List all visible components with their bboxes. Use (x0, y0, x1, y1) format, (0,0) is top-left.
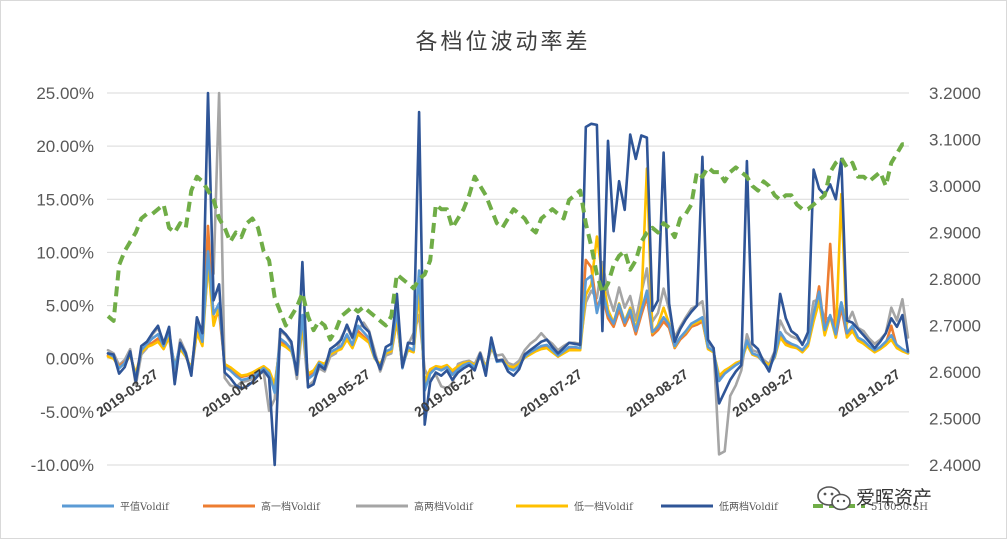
legend-label[interactable]: 低两档Voldif (719, 500, 779, 513)
left-tick-label: 25.00% (36, 84, 94, 103)
legend-label[interactable]: 低一档Voldif (574, 500, 634, 513)
series-lines (106, 91, 910, 467)
right-tick-label: 3.0000 (929, 177, 981, 196)
left-tick-label: 0.00% (46, 350, 94, 369)
right-tick-label: 2.7000 (929, 317, 981, 336)
right-axis: 3.2000 3.1000 3.0000 2.9000 2.8000 2.7000 2.60… (929, 84, 981, 475)
right-tick-label: 3.1000 (929, 131, 981, 150)
left-axis: 25.00% 20.00% 15.00% 10.00% 5.00% 0.00% -5.00%… (31, 84, 94, 475)
right-tick-label: 2.5000 (929, 410, 981, 429)
left-tick-label: -10.00% (31, 456, 94, 475)
left-tick-label: 5.00% (46, 297, 94, 316)
right-tick-label: 3.2000 (929, 84, 981, 103)
series-line-4 (106, 91, 910, 467)
legend-label[interactable]: 高两档Voldif (414, 500, 474, 513)
chart-title: 各档位波动率差 (415, 30, 590, 55)
legend-label[interactable]: 高一档Voldif (261, 500, 321, 513)
series-line-5 (106, 142, 908, 342)
legend-label[interactable]: 平值Voldif (120, 500, 170, 513)
right-tick-label: 2.9000 (929, 224, 981, 243)
watermark-label: 爱晖资产 (856, 487, 932, 509)
watermark: 爱晖资产 (817, 486, 932, 511)
right-tick-label: 2.4000 (929, 456, 981, 475)
left-tick-label: 10.00% (36, 243, 94, 262)
right-tick-label: 2.6000 (929, 363, 981, 382)
left-tick-label: 15.00% (36, 190, 94, 209)
right-tick-label: 2.8000 (929, 270, 981, 289)
left-tick-label: 20.00% (36, 137, 94, 156)
wechat-icon (817, 486, 851, 511)
left-tick-label: -5.00% (40, 403, 94, 422)
legend-label[interactable]: 510050.SH (871, 502, 928, 513)
grid (107, 92, 909, 466)
